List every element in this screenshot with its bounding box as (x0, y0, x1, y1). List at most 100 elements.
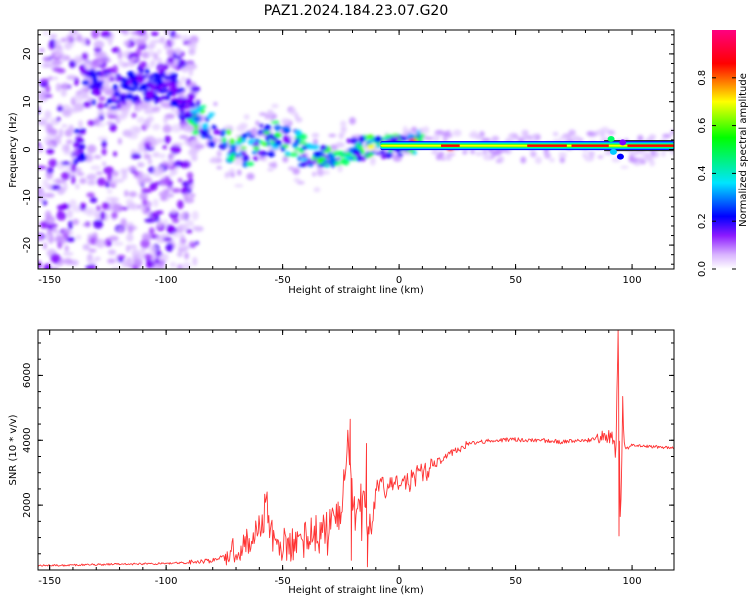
spectrogram-halo-blob (549, 158, 555, 163)
spectrogram-y-label: Frequency (Hz) (8, 112, 19, 188)
spectrogram-noise-blob (117, 50, 122, 59)
spectrogram-halo-blob (340, 127, 347, 130)
spectrogram-ridge-blob (94, 83, 103, 89)
spectrogram-halo-blob (337, 165, 342, 172)
spectrogram-halo-blob (496, 159, 502, 163)
spectrogram-noise-blob (57, 106, 63, 111)
spectrogram-noise-blob (49, 34, 57, 38)
spectrogram-ridge-blob (259, 123, 263, 127)
spectrogram-halo-blob (234, 162, 242, 165)
spectrogram-peak-blob (344, 152, 352, 156)
spectrogram-noise-blob (138, 163, 145, 168)
spectrogram-noise-blob (64, 151, 74, 155)
spectrogram-ridge-blob (263, 131, 270, 134)
snr-x-label: Height of straight line (km) (288, 585, 424, 596)
spectrogram-ridge-blob (107, 98, 113, 104)
spectrogram-halo-blob (462, 151, 466, 155)
spectrogram-halo-blob (255, 121, 259, 126)
spectrogram-ridge-blob (213, 130, 221, 135)
spectrogram-ridge-blob (149, 76, 153, 81)
spectrogram-halo-blob (443, 131, 449, 137)
spectrogram-ridge-blob (80, 128, 85, 131)
spectrogram-halo-blob (148, 104, 152, 110)
spectrogram-halo-blob (323, 171, 330, 175)
spectrogram-halo-blob (649, 134, 656, 140)
spectrogram-halo-blob (339, 133, 344, 139)
spectrogram-noise-blob (186, 229, 193, 233)
spectrogram-ridge-blob (245, 132, 251, 136)
spectrogram-ridge-blob (253, 146, 259, 150)
spectrogram-noise-blob (118, 138, 122, 145)
spectrogram-noise-blob (87, 260, 97, 264)
spectrogram-noise-blob (175, 167, 179, 171)
spectrogram-noise-blob (188, 178, 193, 185)
spectrogram-noise-blob (153, 199, 159, 208)
spectrogram-ridge-blob (285, 151, 290, 156)
spectrogram-disturbance-blob (617, 154, 624, 160)
spectrogram-noise-blob (111, 177, 118, 185)
spectrogram-noise-blob (64, 228, 69, 233)
spectrogram-noise-blob (50, 254, 60, 263)
spectrogram-ridge-blob (307, 163, 314, 167)
spectrogram-noise-blob (154, 39, 160, 43)
snr-xtick-label: 100 (623, 576, 642, 587)
spectrogram-ridge-blob (184, 98, 189, 104)
spectrogram-noise-blob (72, 219, 79, 225)
spectrogram-noise-blob (146, 64, 154, 68)
spectrogram-ridge-blob (161, 96, 167, 99)
spectrogram-noise-blob (190, 86, 200, 93)
spectrogram-ridge-blob (274, 140, 282, 146)
spectrogram-noise-blob (44, 94, 52, 98)
spectrogram-ridge-blob (264, 124, 271, 131)
spectrogram-noise-blob (42, 200, 47, 206)
spectrogram-ridge-blob (334, 150, 341, 155)
spectrogram-ridge-blob (346, 138, 350, 143)
spectrogram-noise-blob (82, 223, 90, 227)
spectrogram-noise-blob (62, 124, 68, 128)
spectrogram-noise-blob (159, 154, 166, 159)
spectrogram-ridge-blob (350, 137, 358, 144)
spectrogram-ridge-blob (229, 138, 235, 145)
spectrogram-ridge-blob (420, 134, 425, 138)
spectrogram-noise-blob (189, 241, 195, 246)
spectrogram-ridge-blob (194, 124, 198, 129)
spectrogram-noise-blob (36, 261, 42, 269)
spectrogram-halo-blob (521, 129, 528, 137)
spectrogram-noise-blob (178, 242, 186, 249)
spectrogram-noise-blob (75, 184, 79, 190)
snr-panel: -150 -100 -50 0 50 100 200040006000 Height of… (8, 330, 674, 596)
spectrogram-noise-blob (195, 241, 199, 245)
spectrogram-noise-blob (96, 171, 103, 175)
spectrogram-noise-blob (150, 144, 155, 149)
spectrogram-noise-blob (140, 61, 148, 68)
spectrogram-noise-blob (181, 187, 187, 194)
spectrogram-noise-blob (153, 265, 160, 272)
spectrogram-noise-blob (145, 136, 155, 144)
spectrogram-noise-blob (127, 226, 133, 234)
spectrogram-ridge-blob (375, 152, 380, 155)
spectrogram-ridge-blob (145, 68, 150, 74)
spectrogram-ridge-blob (262, 142, 268, 146)
spectrogram-noise-blob (188, 49, 195, 56)
spectrogram-noise-blob (48, 226, 53, 230)
spectrogram-noise-blob (46, 148, 54, 154)
spectrogram-ridge-blob (131, 88, 136, 92)
spectrogram-halo-blob (188, 82, 196, 87)
spectrogram-noise-blob (43, 242, 47, 249)
spectrogram-noise-blob (97, 178, 106, 187)
spectrogram-noise-blob (190, 193, 196, 197)
spectrogram-noise-blob (65, 144, 70, 153)
spectrogram-noise-blob (167, 157, 173, 166)
spectrogram-noise-blob (79, 178, 86, 184)
spectrogram-halo-blob (84, 63, 91, 69)
spectrogram-halo-blob (508, 134, 514, 137)
spectrogram-ridge-blob (96, 71, 101, 77)
spectrogram-ridge-blob (199, 109, 205, 113)
spectrogram-ridge-blob (222, 129, 226, 135)
spectrogram-noise-blob (121, 171, 127, 180)
spectrogram-halo-blob (179, 95, 189, 98)
spectrogram-noise-blob (63, 252, 74, 256)
spectrogram-noise-blob (131, 113, 137, 118)
spectrogram-halo-blob (237, 170, 242, 176)
spectrogram-peak-blob (367, 145, 375, 149)
